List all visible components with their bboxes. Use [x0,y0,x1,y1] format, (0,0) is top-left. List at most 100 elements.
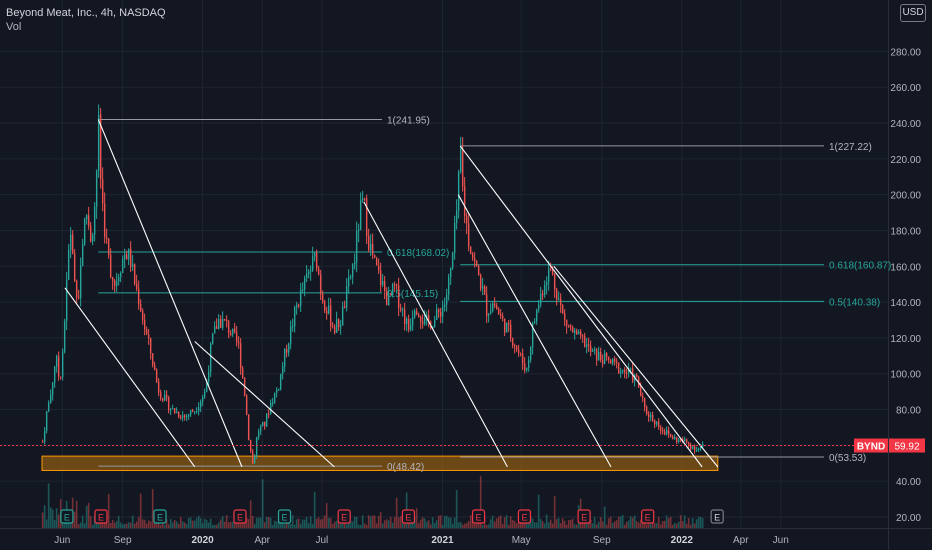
earnings-marker[interactable]: E [401,509,416,524]
time-axis[interactable]: Jun Sep 2020 Apr Jul 2021 May Sep 2022 Apr Jun [54,535,789,546]
volume-bar [231,521,234,528]
candle-body [153,365,156,371]
earnings-badge[interactable] [577,509,591,524]
candle-body [671,436,674,439]
volume-bar [281,522,284,528]
earnings-badge[interactable] [60,509,74,524]
candle-body [63,320,66,352]
candle-body [159,392,162,399]
earnings-marker[interactable]: E [277,509,292,524]
candle-body [261,421,264,427]
earnings-badge[interactable] [337,509,351,524]
volume-bar [289,524,292,528]
candle-body [165,394,168,398]
candle-body [101,179,104,204]
channel-line [459,145,703,468]
volume-bar [259,517,262,528]
candle-body [525,367,528,371]
earnings-badge-label: E [98,513,104,523]
candle-body [385,290,388,306]
support-zone[interactable] [41,455,719,471]
earnings-badge[interactable] [233,509,247,524]
candle-body [595,349,598,361]
earnings-marker[interactable]: E [153,509,167,524]
earnings-badge-label: E [521,513,527,523]
earnings-marker[interactable]: E [517,509,532,524]
candle-body [397,285,400,309]
candle-body [677,439,680,442]
earnings-marker[interactable]: E [710,509,724,524]
earnings-marker[interactable]: E [94,509,108,524]
candle-body [647,414,650,418]
volume-bar [469,515,472,528]
candle-body [625,372,628,374]
volume-bar [467,521,470,528]
y-tick-label: 160.00 [890,262,921,273]
earnings-marker[interactable]: E [60,509,74,524]
earnings-badge[interactable] [710,509,724,524]
currency-button[interactable]: USD [900,4,926,22]
earnings-badge[interactable] [153,509,167,524]
candle-body [293,307,296,327]
earnings-marker[interactable]: E [641,509,655,524]
candle-body [357,229,360,231]
volume-bar [275,521,278,528]
earnings-badge[interactable] [277,509,292,524]
volume-bar [111,519,114,528]
trend-channels[interactable] [64,119,719,468]
volume-bar [611,522,614,528]
candle-body [303,278,306,290]
y-tick-label: 100.00 [890,370,921,381]
candle-body [251,451,254,464]
y-tick-label: 140.00 [890,298,921,309]
candle-body [503,318,506,333]
volume-bar [523,521,526,528]
candle-body [191,410,194,413]
earnings-marker[interactable]: E [233,509,247,524]
earnings-marker[interactable]: E [577,509,591,524]
volume-bar [693,523,696,528]
earnings-badge[interactable] [94,509,108,524]
volume-bar [295,519,298,528]
candle-body [189,410,192,415]
candle-body [663,431,666,435]
earnings-badge[interactable] [471,509,486,524]
volume-bar [695,519,698,528]
y-tick-label: 280.00 [890,47,921,58]
volume-bar [679,515,682,528]
volume-bar [181,521,184,528]
volume-bar [559,523,562,528]
volume-bar [221,516,224,528]
volume-bar [533,522,536,528]
candle-body [145,329,148,335]
fib-level-label: 0.5(145.15) [387,289,438,300]
candle-body [479,275,482,289]
candle-body [545,282,548,286]
volume-bar [603,506,606,528]
symbol-tag: BYND [857,442,885,453]
candle-body [305,273,308,279]
candle-body [373,254,376,258]
candle-body [269,402,272,415]
candle-body [575,330,578,335]
candle-body [495,305,498,310]
candle-body [623,369,626,373]
fib-level-label: 0(48.42) [387,462,424,473]
earnings-marker[interactable]: E [337,509,351,524]
earnings-badge[interactable] [641,509,655,524]
earnings-badge[interactable] [401,509,416,524]
earnings-marker[interactable]: E [471,509,486,524]
earnings-badge[interactable] [517,509,532,524]
volume-bar [293,524,296,528]
candle-body [427,315,430,322]
fibonacci-retracements[interactable]: 1(241.95) 0.618(168.02) 0.5(145.15) 0(48.42… [98,116,891,474]
volume-bar [77,524,80,528]
volume-bar [557,517,560,528]
candle-body [241,368,244,379]
volume-bar [229,521,232,528]
candle-body [431,326,434,329]
volume-bar [391,522,394,528]
candle-body [121,258,124,273]
